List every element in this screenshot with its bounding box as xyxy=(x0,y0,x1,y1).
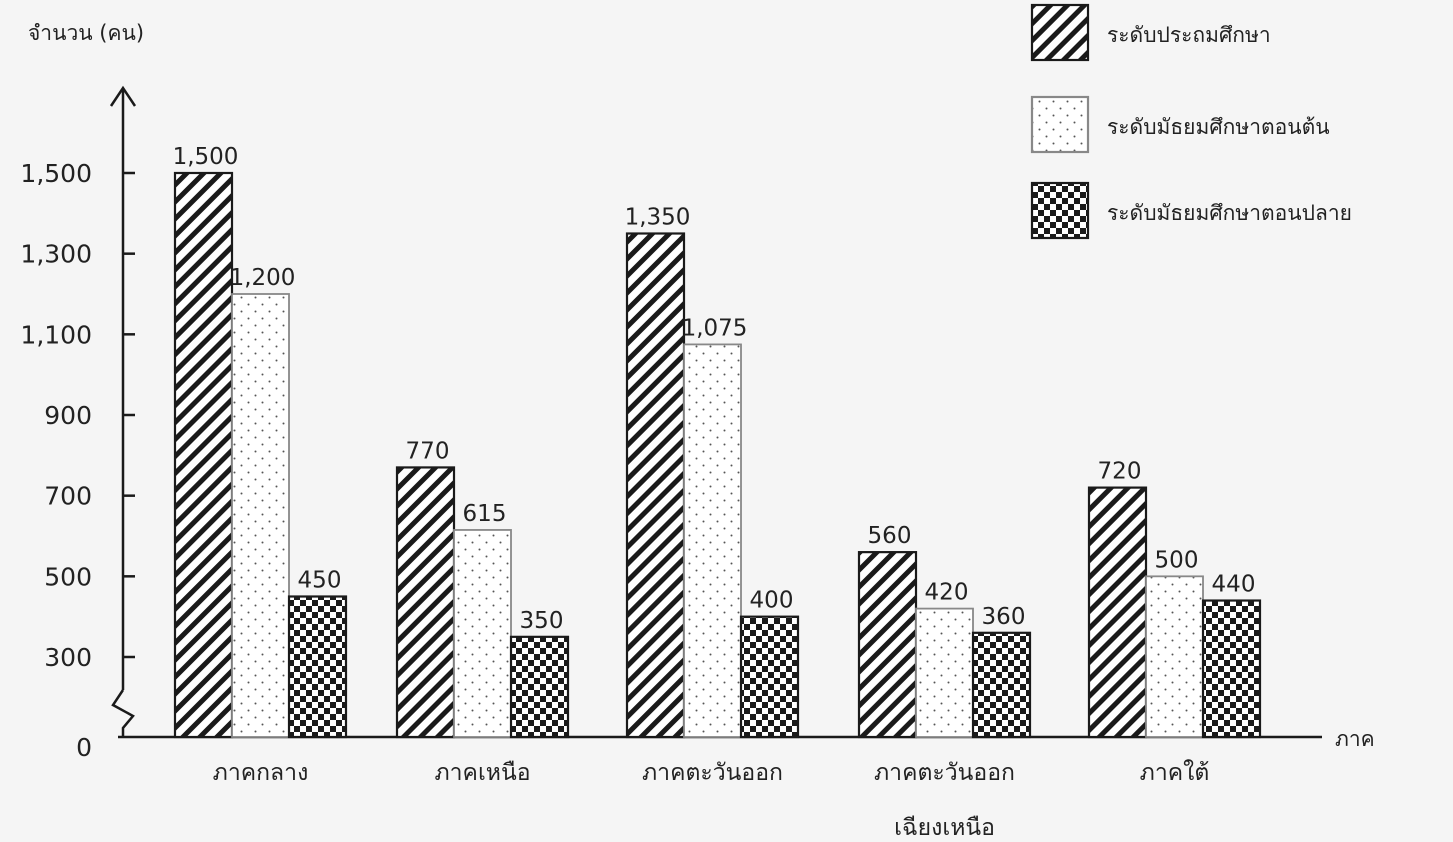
y-tick-label: 1,300 xyxy=(20,240,92,269)
bar xyxy=(395,466,456,739)
category-label: ภาคใต้ xyxy=(1140,759,1210,786)
legend-swatch xyxy=(1030,181,1090,240)
y-axis-arrow xyxy=(109,85,137,107)
legend-swatch xyxy=(1030,95,1090,154)
y-tick-label: 900 xyxy=(44,401,92,430)
bar xyxy=(739,615,800,739)
y-tick-label: 1,500 xyxy=(20,159,92,188)
y-tick-label: 300 xyxy=(44,643,92,672)
bar xyxy=(1087,486,1148,739)
y-tick-label: 500 xyxy=(44,562,92,591)
bar xyxy=(683,343,742,738)
data-label: 350 xyxy=(520,608,564,634)
category-label: ภาคกลาง xyxy=(213,760,309,786)
y-axis-title: จำนวน (คน) xyxy=(28,21,144,45)
data-label: 1,350 xyxy=(625,205,691,231)
x-axis-title: ภาค xyxy=(1335,727,1375,751)
data-label: 450 xyxy=(298,568,342,594)
data-label: 560 xyxy=(868,523,912,549)
data-label: 420 xyxy=(925,580,969,606)
data-label: 1,500 xyxy=(173,144,239,170)
data-label: 1,200 xyxy=(230,265,296,291)
bar xyxy=(625,232,686,739)
data-label: 615 xyxy=(463,501,507,527)
bar xyxy=(971,631,1032,739)
bar xyxy=(857,551,918,739)
data-label: 1,075 xyxy=(682,315,748,341)
bars xyxy=(173,171,1262,739)
category-label: ภาคตะวันออก xyxy=(642,760,783,786)
data-label: 360 xyxy=(982,604,1026,630)
y-tick-label: 700 xyxy=(44,482,92,511)
legend: ระดับประถมศึกษาระดับมัธยมศึกษาตอนต้นระดั… xyxy=(1030,3,1352,240)
legend-label: ระดับมัธยมศึกษาตอนปลาย xyxy=(1107,201,1352,225)
axis-break-mark xyxy=(111,689,135,737)
data-label: 770 xyxy=(406,438,450,464)
data-label: 500 xyxy=(1155,547,1199,573)
legend-swatch xyxy=(1030,3,1090,62)
bar xyxy=(287,595,348,739)
bar xyxy=(509,635,570,739)
bar xyxy=(453,529,512,738)
bar xyxy=(915,607,974,738)
category-labels: ภาคกลาง ภาคเหนือ ภาคตะวันออก ภาคตะวันออกเฉี… xyxy=(213,759,1210,841)
bar xyxy=(231,293,290,738)
y-ticks: 0 300 500 700 900 1,100 1,300 1,500 xyxy=(20,159,135,762)
data-label: 440 xyxy=(1212,572,1256,598)
category-label: ภาคเหนือ xyxy=(434,760,530,786)
bar xyxy=(173,171,234,739)
legend-label: ระดับประถมศึกษา xyxy=(1107,23,1271,47)
y-tick-label: 1,100 xyxy=(20,320,92,349)
data-label: 720 xyxy=(1098,459,1142,485)
y-tick-label: 0 xyxy=(76,733,92,762)
legend-label: ระดับมัธยมศึกษาตอนต้น xyxy=(1107,115,1330,139)
category-label: เฉียงเหนือ xyxy=(894,815,995,841)
data-label: 400 xyxy=(750,588,794,614)
data-labels: 1,500 770 1,350 560 720 1,200 615 1,075 420 500 45… xyxy=(173,144,1256,634)
category-label: ภาคตะวันออก xyxy=(874,760,1015,786)
bar xyxy=(1145,575,1204,738)
bar xyxy=(1201,599,1262,739)
